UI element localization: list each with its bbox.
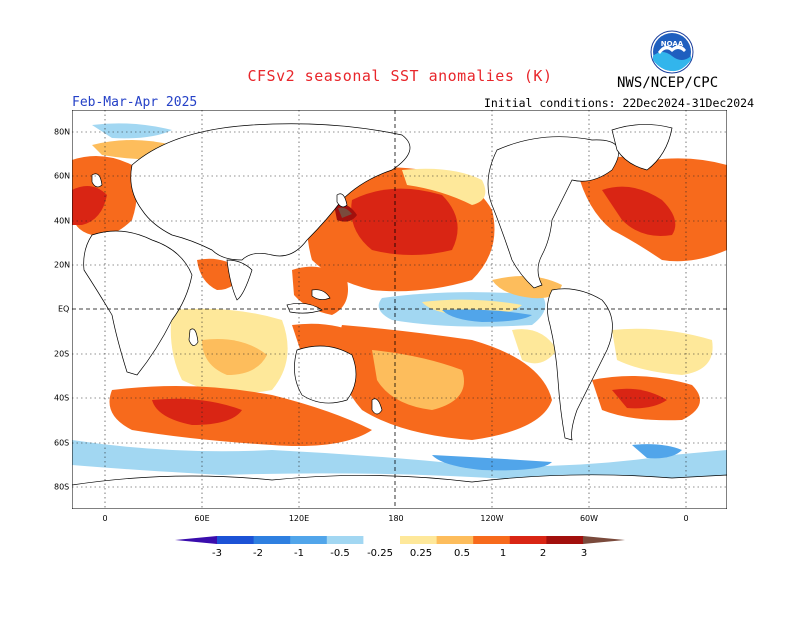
colorbar-label: -0.5 bbox=[330, 548, 350, 559]
colorbar-cell bbox=[290, 536, 328, 544]
continents bbox=[72, 123, 727, 509]
logo-text: NOAA bbox=[661, 40, 684, 48]
lon-label: 60W bbox=[579, 514, 599, 523]
colorbar-label: -1 bbox=[294, 548, 304, 559]
lat-label: 20N bbox=[54, 260, 71, 270]
colorbar-cell bbox=[217, 536, 255, 544]
colorbar-label: 3 bbox=[580, 548, 588, 559]
lat-label: 40N bbox=[54, 216, 71, 226]
colorbar-cell bbox=[509, 536, 547, 544]
equator-dateline bbox=[72, 110, 727, 509]
colorbar-cell bbox=[253, 536, 291, 544]
antarctica bbox=[72, 474, 727, 509]
map-title: CFSv2 seasonal SST anomalies (K) bbox=[247, 67, 553, 85]
colorbar-label: -0.25 bbox=[367, 548, 393, 559]
noaa-logo-icon: NOAA bbox=[650, 30, 694, 74]
initial-conditions-label: Initial conditions: 22Dec2024-31Dec2024 bbox=[484, 96, 755, 110]
colorbar-label: 2 bbox=[539, 548, 547, 559]
colorbar-label: -3 bbox=[212, 548, 222, 559]
lon-label: 60E bbox=[194, 514, 210, 523]
sst-anomaly-map bbox=[72, 110, 727, 509]
lon-label: 180 bbox=[388, 514, 404, 523]
africa bbox=[83, 230, 193, 376]
lon-label: 120W bbox=[480, 514, 504, 523]
colorbar-cell bbox=[400, 536, 438, 544]
colorbar-label: 0.5 bbox=[454, 548, 470, 559]
colorbar-cell bbox=[326, 536, 364, 544]
lat-label: 60N bbox=[54, 171, 71, 181]
lon-label: 0 bbox=[683, 514, 689, 523]
lat-label: 80N bbox=[54, 127, 71, 137]
colorbar-cell bbox=[175, 536, 217, 544]
north-america bbox=[487, 136, 619, 289]
colorbar-label: 0.25 bbox=[409, 548, 433, 559]
greenland bbox=[611, 124, 673, 171]
lon-label: 0 bbox=[102, 514, 108, 523]
south-america bbox=[547, 288, 613, 441]
colorbar-cell bbox=[363, 536, 401, 544]
season-label: Feb-Mar-Apr 2025 bbox=[72, 95, 198, 110]
lat-label: 60S bbox=[54, 438, 70, 448]
colorbar-label: -2 bbox=[253, 548, 263, 559]
lat-label: EQ bbox=[58, 304, 70, 314]
india bbox=[226, 259, 253, 301]
anomaly-antarctic-cool bbox=[72, 440, 727, 483]
colorbar-label: 1 bbox=[499, 548, 507, 559]
australia bbox=[294, 345, 357, 404]
eurasia bbox=[130, 123, 411, 261]
colorbar-cell bbox=[546, 536, 584, 544]
colorbar-cell bbox=[436, 536, 474, 544]
graticule bbox=[72, 110, 727, 509]
lon-label: 120E bbox=[288, 514, 310, 523]
colorbar bbox=[175, 536, 625, 544]
colorbar-cell bbox=[583, 536, 625, 544]
colorbar-cell bbox=[473, 536, 511, 544]
lat-label: 20S bbox=[54, 349, 70, 359]
org-label: NWS/NCEP/CPC bbox=[617, 75, 719, 91]
lat-label: 80S bbox=[54, 482, 70, 492]
lat-label: 40S bbox=[54, 393, 70, 403]
